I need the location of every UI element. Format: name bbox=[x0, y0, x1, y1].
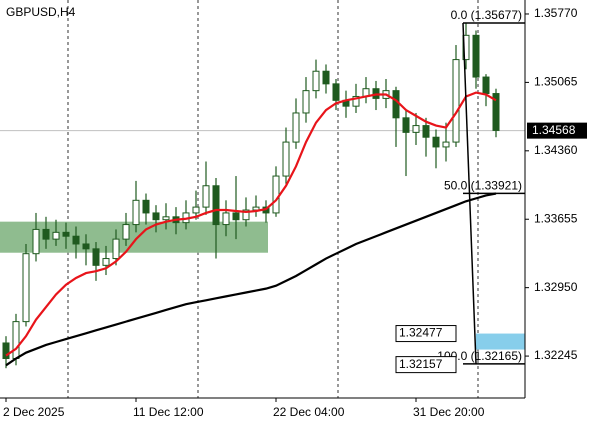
candle-body bbox=[472, 34, 480, 78]
candle-body bbox=[452, 59, 460, 143]
candle-body bbox=[122, 224, 130, 240]
chart-title: GBPUSD,H4 bbox=[6, 5, 76, 19]
candle-body bbox=[12, 321, 20, 360]
candle-body bbox=[322, 70, 330, 85]
label-layer: 1.35770 1.35065 1.34360 1.33655 1.32950 1.322… bbox=[3, 6, 587, 419]
candle-body bbox=[282, 141, 290, 177]
candle-body bbox=[422, 125, 430, 138]
candle-body bbox=[292, 112, 300, 143]
candle-body bbox=[352, 95, 360, 107]
candle-body bbox=[142, 199, 150, 214]
fib-label: 100.0 (1.32165) bbox=[437, 349, 522, 363]
candle-body bbox=[112, 238, 120, 260]
moving-average bbox=[5, 192, 497, 367]
candle-body bbox=[152, 212, 160, 221]
candle-body bbox=[222, 212, 230, 226]
candle-body bbox=[492, 93, 500, 131]
candle-body bbox=[392, 90, 400, 119]
candle-body bbox=[162, 216, 170, 221]
y-tick-label: 1.35770 bbox=[534, 6, 578, 20]
price-box-label: 1.32477 bbox=[399, 326, 443, 340]
x-tick-label: 22 Dec 04:00 bbox=[273, 405, 345, 419]
candle-body bbox=[312, 70, 320, 92]
x-tick-label: 11 Dec 12:00 bbox=[133, 405, 204, 419]
price-box bbox=[395, 325, 457, 343]
candle-body bbox=[412, 125, 420, 133]
fib-area bbox=[476, 333, 525, 350]
moving-average bbox=[5, 91, 497, 357]
candle-body bbox=[202, 185, 210, 208]
candle-body bbox=[92, 248, 100, 266]
candle-body bbox=[132, 199, 140, 226]
y-tick-label: 1.32950 bbox=[534, 280, 578, 294]
zone bbox=[0, 221, 268, 253]
y-tick-label: 1.32245 bbox=[534, 348, 578, 362]
x-tick-label: 31 Dec 20:00 bbox=[413, 405, 485, 419]
y-tick-label: 1.35065 bbox=[534, 75, 578, 89]
candle-body bbox=[192, 206, 200, 214]
candle-body bbox=[242, 209, 250, 221]
y-tick-label: 1.33655 bbox=[534, 211, 578, 225]
candle-body bbox=[272, 175, 280, 214]
current-price-tag bbox=[527, 122, 587, 139]
price-box-label: 1.32157 bbox=[399, 357, 443, 371]
candle-body bbox=[102, 258, 110, 266]
plot-layer bbox=[2, 22, 500, 369]
candle-body bbox=[302, 90, 310, 114]
candle-body bbox=[402, 117, 410, 133]
x-tick-label: 2 Dec 2025 bbox=[3, 405, 65, 419]
candle-body bbox=[232, 212, 240, 221]
candle-body bbox=[2, 342, 10, 360]
candle-body bbox=[22, 253, 30, 323]
candle-body bbox=[462, 34, 470, 61]
fib-label: 50.0 (1.33921) bbox=[444, 179, 522, 193]
candle-body bbox=[52, 231, 60, 240]
candle-body bbox=[442, 141, 450, 148]
candle-body bbox=[432, 136, 440, 148]
candle-body bbox=[72, 235, 80, 245]
fib-label: 0.0 (1.35677) bbox=[451, 8, 522, 22]
candle-body bbox=[32, 228, 40, 255]
candle-body bbox=[42, 228, 50, 240]
candle-body bbox=[482, 76, 490, 95]
current-price-label: 1.34568 bbox=[532, 123, 576, 137]
candle-body bbox=[62, 231, 70, 237]
candle-body bbox=[82, 243, 90, 250]
price-box bbox=[395, 356, 457, 374]
candle-body bbox=[212, 185, 220, 226]
candle-body bbox=[332, 83, 340, 101]
y-tick-label: 1.34360 bbox=[534, 143, 578, 157]
